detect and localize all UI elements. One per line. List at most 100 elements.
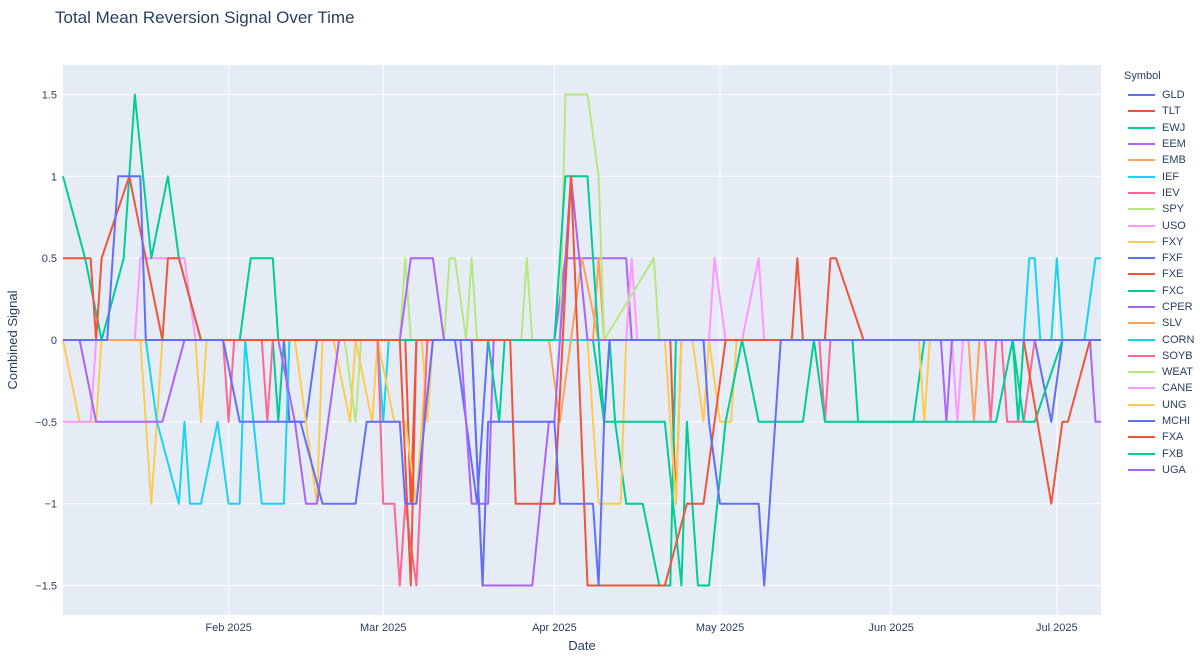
legend-label: FXA: [1162, 431, 1184, 444]
legend-item-fxf[interactable]: FXF: [1124, 250, 1200, 266]
legend-swatch: [1128, 436, 1155, 439]
legend-item-spy[interactable]: SPY: [1124, 201, 1200, 217]
legend-label: FXE: [1162, 268, 1184, 281]
series-line-ewj: [62, 93, 1101, 587]
x-tick-label: Jul 2025: [1036, 622, 1078, 634]
legend-item-eem[interactable]: EEM: [1124, 136, 1200, 152]
legend-label: TLT: [1162, 105, 1181, 118]
legend-label: FXB: [1162, 447, 1184, 460]
legend-label: IEV: [1162, 186, 1180, 199]
y-tick-label: 0.5: [42, 253, 57, 265]
legend-item-corn[interactable]: CORN: [1124, 331, 1200, 347]
legend-label: CANE: [1162, 382, 1193, 395]
x-tick-label: Mar 2025: [360, 622, 406, 634]
legend-item-weat[interactable]: WEAT: [1124, 364, 1200, 380]
legend-label: SPY: [1162, 203, 1185, 216]
x-tick-label: May 2025: [696, 622, 744, 634]
legend-item-fxc[interactable]: FXC: [1124, 283, 1200, 299]
legend-label: EEM: [1162, 138, 1186, 151]
legend-item-cane[interactable]: CANE: [1124, 380, 1200, 396]
legend-item-cper[interactable]: CPER: [1124, 299, 1200, 315]
chart-title: Total Mean Reversion Signal Over Time: [55, 8, 355, 27]
series-line-eem: [63, 175, 1101, 587]
legend-item-ewj[interactable]: EWJ: [1124, 120, 1200, 136]
legend-swatch: [1128, 420, 1155, 423]
legend-item-emb[interactable]: EMB: [1124, 152, 1200, 168]
legend-swatch: [1128, 354, 1155, 357]
legend-swatch: [1128, 126, 1155, 129]
legend-label: IEF: [1162, 170, 1180, 183]
legend-item-uso[interactable]: USO: [1124, 217, 1200, 233]
series-line-ief: [63, 257, 1101, 505]
legend-item-fxa[interactable]: FXA: [1124, 429, 1200, 445]
legend-swatch: [1128, 306, 1155, 308]
legend-swatch: [1128, 468, 1155, 471]
legend-swatch: [1128, 208, 1155, 211]
series-lines: [62, 93, 1101, 587]
legend-swatch: [1128, 191, 1155, 194]
legend-label: FXC: [1162, 284, 1184, 297]
y-tick-label: 1.5: [42, 89, 57, 101]
legend-swatch: [1128, 273, 1155, 276]
legend-item-fxy[interactable]: FXY: [1124, 234, 1200, 250]
x-axis-label: Date: [568, 638, 595, 653]
legend: Symbol GLD TLT EWJ EEM EMB IEF IEV SPY USO FXY FXF…: [1124, 69, 1200, 478]
legend-swatch: [1128, 257, 1155, 260]
legend-label: SOYB: [1162, 349, 1193, 362]
legend-label: SLV: [1162, 317, 1182, 330]
legend-item-ung[interactable]: UNG: [1124, 397, 1200, 413]
y-axis-label: Combined Signal: [5, 290, 20, 389]
y-tick-label: 1: [51, 171, 57, 183]
legend-swatch: [1128, 224, 1155, 227]
legend-swatch: [1128, 159, 1155, 162]
legend-swatch: [1128, 94, 1155, 97]
legend-item-uga[interactable]: UGA: [1124, 462, 1200, 478]
y-tick-label: −1: [44, 499, 57, 511]
x-tick-label: Jun 2025: [869, 622, 914, 634]
legend-swatch: [1128, 240, 1155, 243]
legend-item-slv[interactable]: SLV: [1124, 315, 1200, 331]
y-tick-label: 0: [51, 335, 57, 347]
legend-swatch: [1128, 175, 1155, 178]
legend-swatch: [1128, 338, 1155, 341]
legend-label: UGA: [1162, 463, 1186, 476]
legend-item-gld[interactable]: GLD: [1124, 87, 1200, 103]
y-tick-label: −1.5: [35, 581, 57, 593]
legend-title: Symbol: [1124, 70, 1161, 82]
legend-item-mchi[interactable]: MCHI: [1124, 413, 1200, 429]
legend-swatch: [1128, 452, 1155, 455]
legend-swatch: [1128, 403, 1155, 406]
legend-swatch: [1128, 387, 1155, 390]
legend-label: MCHI: [1162, 415, 1191, 428]
x-tick-label: Apr 2025: [532, 622, 577, 634]
legend-item-tlt[interactable]: TLT: [1124, 103, 1200, 119]
legend-item-ief[interactable]: IEF: [1124, 168, 1200, 184]
x-tick-label: Feb 2025: [205, 622, 251, 634]
series-line-gld: [63, 175, 1101, 587]
legend-label: WEAT: [1162, 366, 1193, 379]
legend-item-fxe[interactable]: FXE: [1124, 266, 1200, 282]
y-tick-label: −0.5: [35, 417, 57, 429]
legend-label: EMB: [1162, 154, 1186, 167]
legend-label: USO: [1162, 219, 1186, 232]
legend-items: GLD TLT EWJ EEM EMB IEF IEV SPY USO FXY FXF FXE FXC C…: [1124, 87, 1200, 478]
legend-label: CPER: [1162, 301, 1193, 313]
legend-swatch: [1128, 289, 1155, 292]
legend-label: FXF: [1162, 252, 1183, 265]
axes-labels: 1.5 1 0.5 0 −0.5 −1 −1.5 Feb 2025 Mar 2025 Apr 20…: [5, 89, 1078, 653]
legend-label: GLD: [1162, 89, 1185, 102]
legend-item-soyb[interactable]: SOYB: [1124, 348, 1200, 364]
legend-label: FXY: [1162, 235, 1184, 248]
legend-label: CORN: [1162, 333, 1195, 346]
legend-label: UNG: [1162, 398, 1187, 411]
legend-swatch: [1128, 371, 1155, 374]
legend-swatch: [1128, 143, 1155, 146]
legend-label: EWJ: [1162, 121, 1186, 134]
legend-item-iev[interactable]: IEV: [1124, 185, 1200, 201]
legend-swatch: [1128, 110, 1155, 113]
series-line-mchi: [63, 339, 1101, 505]
legend-item-fxb[interactable]: FXB: [1124, 446, 1200, 462]
legend-swatch: [1128, 322, 1155, 325]
